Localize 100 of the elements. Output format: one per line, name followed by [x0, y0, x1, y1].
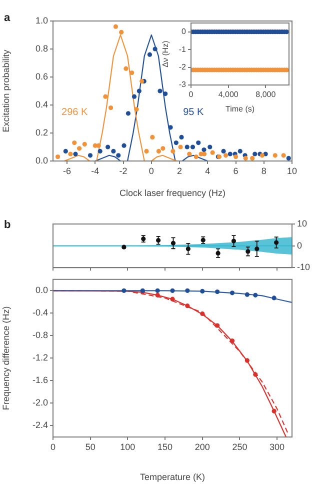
point — [228, 152, 232, 156]
point — [272, 296, 276, 300]
point — [244, 358, 250, 363]
x-tick-label: 6 — [233, 166, 238, 176]
point — [76, 146, 82, 151]
point — [221, 148, 226, 154]
point — [113, 24, 118, 29]
point — [252, 152, 258, 156]
point — [63, 148, 68, 154]
point — [170, 288, 175, 293]
point — [243, 156, 248, 160]
point — [126, 111, 131, 116]
x-tick-label: 150 — [158, 442, 173, 452]
x-tick-label: 250 — [232, 442, 248, 452]
point — [152, 46, 158, 52]
point — [150, 134, 155, 140]
point — [155, 292, 160, 298]
point — [185, 304, 190, 308]
point — [72, 140, 77, 146]
x-tick-label: 0 — [50, 442, 56, 452]
point — [116, 153, 121, 158]
chart-title: a — [4, 12, 10, 24]
point — [200, 288, 205, 294]
point — [163, 92, 168, 96]
point — [170, 296, 175, 302]
point — [230, 290, 235, 296]
x-tick-label: -6 — [63, 166, 72, 176]
point — [238, 148, 242, 154]
point — [208, 144, 212, 150]
point — [158, 88, 162, 94]
point — [130, 70, 134, 76]
point — [185, 288, 190, 293]
x-tick-label: 4 — [205, 166, 210, 176]
y-tick-label: 10 — [297, 218, 308, 228]
y-tick-label: -1 — [178, 44, 187, 54]
point — [286, 156, 291, 160]
y-tick-label: -1.6 — [32, 375, 48, 386]
point — [155, 288, 160, 293]
x-tick-label: 2 — [177, 166, 182, 176]
x-tick-label: -2 — [119, 166, 128, 176]
y-tick-label: 0.6 — [35, 71, 48, 82]
point — [223, 153, 228, 158]
x-tick-label: 8 — [261, 166, 266, 176]
y-tick-label: 0.2 — [35, 127, 48, 138]
x-tick-label: 0 — [188, 90, 194, 100]
point — [233, 154, 238, 160]
y-tick-label: 0 — [297, 240, 302, 250]
x-tick-label: 8,000 — [256, 90, 276, 100]
point — [119, 30, 124, 34]
chart-title: b — [4, 219, 11, 231]
point — [170, 148, 176, 154]
x-axis-title: Clock laser frequency (Hz) — [119, 188, 226, 198]
point — [108, 106, 114, 110]
point — [144, 148, 149, 154]
x-axis-title: Time (s) — [225, 104, 255, 114]
series-label: 95 K — [183, 106, 204, 118]
point — [215, 289, 220, 294]
point — [210, 150, 215, 155]
x-tick-label: 300 — [270, 442, 285, 452]
point — [253, 292, 258, 298]
y-tick-label: -0.8 — [32, 330, 48, 340]
point — [106, 144, 110, 150]
y-tick-label: -2 — [178, 62, 187, 72]
point — [184, 144, 190, 150]
point — [124, 66, 128, 71]
x-tick-label: 10 — [286, 166, 298, 176]
y-tick-label: -2.4 — [32, 420, 48, 430]
point — [111, 148, 116, 154]
y-axis-title: Excitation probability — [0, 49, 11, 132]
point — [200, 311, 205, 316]
point — [272, 153, 278, 158]
y-tick-label: 1.0 — [35, 15, 48, 26]
y-tick-label: -2.0 — [32, 398, 48, 408]
point — [132, 94, 137, 99]
x-tick-label: 0 — [148, 166, 154, 176]
point — [68, 152, 73, 156]
x-tick-label: 4,000 — [218, 90, 239, 100]
point — [202, 148, 206, 152]
y-tick-label: 0 — [182, 27, 187, 36]
point — [98, 148, 102, 154]
point — [215, 323, 220, 328]
y-tick-label: -0.4 — [32, 308, 48, 318]
point — [88, 153, 93, 158]
point — [55, 154, 60, 160]
point — [194, 154, 198, 160]
point — [250, 156, 255, 160]
x-axis-title: Temperature (K) — [140, 472, 206, 482]
y-tick-label: -3 — [178, 80, 187, 90]
x-tick-label: 50 — [85, 442, 96, 452]
y-tick-label: 0.0 — [35, 285, 48, 296]
x-tick-label: 200 — [194, 442, 210, 452]
point — [244, 292, 250, 297]
x-tick-label: 100 — [120, 442, 136, 452]
point — [82, 142, 87, 146]
y-tick-label: 0.0 — [35, 155, 48, 166]
point — [103, 94, 108, 99]
y-tick-label: 0.8 — [35, 43, 48, 54]
point — [272, 408, 276, 414]
point — [136, 88, 142, 94]
y-tick-label: -1.2 — [32, 352, 48, 363]
